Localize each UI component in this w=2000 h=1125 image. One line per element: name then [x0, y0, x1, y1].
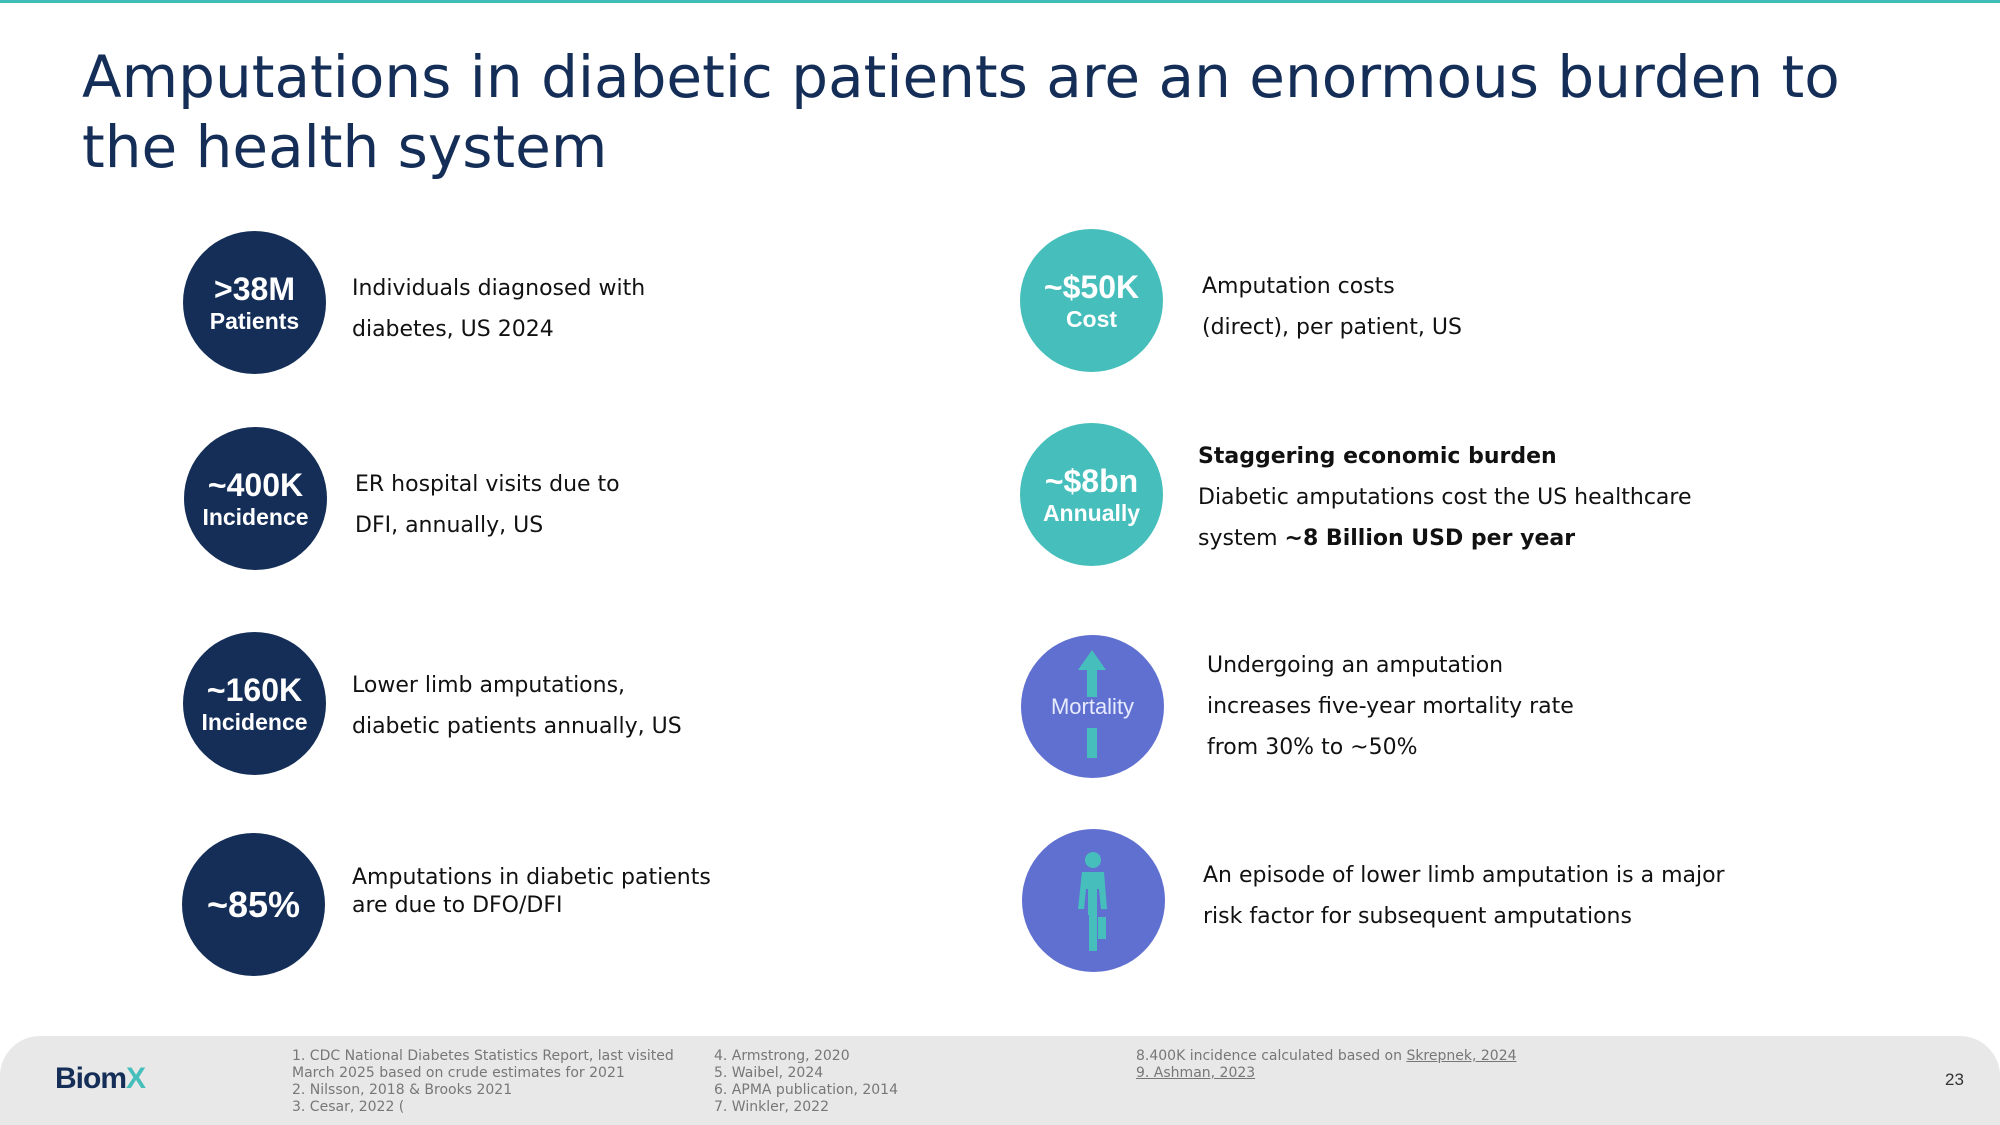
stat-label: Cost	[1065, 305, 1118, 332]
desc-line: Amputation costs	[1202, 274, 1395, 299]
amputee-person-icon	[1078, 852, 1107, 951]
stat-description-patients: Individuals diagnosed with diabetes, US …	[352, 268, 645, 350]
reference-line: 6. APMA publication, 2014	[714, 1082, 898, 1098]
stat-circle-annual-burden: ~$8bn Annually	[1020, 423, 1163, 566]
stat-circle-patients: >38M Patients	[183, 231, 326, 374]
reference-line: 3. Cesar, 2022 (	[292, 1099, 405, 1115]
stat-circle-er-visits: ~400K Incidence	[184, 427, 327, 570]
stat-value: >38M	[214, 270, 295, 307]
stat-value: ~$8bn	[1044, 462, 1139, 499]
stat-circle-repeat-amputation	[1022, 829, 1165, 972]
reference-text: 8.400K incidence calculated based on	[1136, 1048, 1407, 1064]
references-column-2: 4. Armstrong, 2020 5. Waibel, 2024 6. AP…	[714, 1048, 898, 1116]
logo-accent: X	[126, 1062, 146, 1095]
desc-line: diabetes, US 2024	[352, 317, 554, 342]
stat-description-mortality: Undergoing an amputation increases five-…	[1207, 645, 1574, 768]
desc-line: ER hospital visits due to	[355, 472, 620, 497]
desc-line: An episode of lower limb amputation is a…	[1203, 863, 1725, 888]
desc-line: Amputations in diabetic patients	[352, 865, 711, 890]
desc-line: Undergoing an amputation	[1207, 653, 1504, 678]
slide-title-line1: Amputations in diabetic patients are an …	[82, 43, 1840, 111]
burden-heading: Staggering economic burden	[1198, 444, 1557, 469]
reference-link-ashman[interactable]: 9. Ashman, 2023	[1136, 1065, 1256, 1081]
reference-line: 4. Armstrong, 2020	[714, 1048, 850, 1064]
desc-line: diabetic patients annually, US	[352, 714, 682, 739]
stat-description-dfo-share: Amputations in diabetic patients are due…	[352, 864, 711, 920]
desc-line: from 30% to ~50%	[1207, 735, 1418, 760]
desc-prefix: system	[1198, 526, 1285, 551]
desc-bold-amount: ~8 Billion USD per year	[1284, 526, 1576, 551]
desc-line: (direct), per patient, US	[1202, 315, 1462, 340]
stat-value: ~400K	[207, 466, 304, 503]
reference-line: 2. Nilsson, 2018 & Brooks 2021	[292, 1082, 513, 1098]
desc-line: Individuals diagnosed with	[352, 276, 646, 301]
stat-circle-dfo-share: ~85%	[182, 833, 325, 976]
stat-circle-amputations: ~160K Incidence	[183, 632, 326, 775]
slide-title-line2: the health system	[82, 113, 608, 181]
reference-line: 8.400K incidence calculated based on Skr…	[1136, 1048, 1517, 1065]
desc-line: Lower limb amputations,	[352, 673, 626, 698]
stat-description-cost: Amputation costs (direct), per patient, …	[1202, 266, 1462, 348]
desc-line: increases five-year mortality rate	[1207, 694, 1574, 719]
stat-description-repeat-amputation: An episode of lower limb amputation is a…	[1203, 855, 1725, 937]
footer-bar	[0, 1036, 2000, 1125]
stat-description-er-visits: ER hospital visits due to DFI, annually,…	[355, 464, 620, 546]
page-number: 23	[1945, 1070, 1964, 1089]
reference-line: 5. Waibel, 2024	[714, 1065, 824, 1081]
references-column-3: 8.400K incidence calculated based on Skr…	[1136, 1048, 1517, 1082]
stat-circle-mortality: Mortality	[1021, 635, 1164, 778]
references-column-1: 1. CDC National Diabetes Statistics Repo…	[292, 1048, 674, 1116]
mortality-label: Mortality	[1050, 693, 1135, 719]
reference-line: 1. CDC National Diabetes Statistics Repo…	[292, 1048, 674, 1064]
reference-link-skrepnek[interactable]: Skrepnek, 2024	[1406, 1048, 1517, 1064]
stat-label: Incidence	[202, 503, 309, 530]
stat-value: ~85%	[206, 883, 301, 925]
mortality-arrow-icon	[1078, 650, 1106, 758]
stat-label: Patients	[209, 307, 300, 334]
desc-line-with-bold: system ~8 Billion USD per year	[1198, 518, 1692, 559]
logo-main: Biom	[55, 1062, 127, 1095]
reference-line: March 2025 based on crude estimates for …	[292, 1065, 625, 1081]
desc-line: risk factor for subsequent amputations	[1203, 904, 1632, 929]
desc-line: are due to DFO/DFI	[352, 893, 563, 918]
reference-line: 7. Winkler, 2022	[714, 1099, 830, 1115]
stat-label: Annually	[1042, 499, 1141, 526]
stat-circle-cost: ~$50K Cost	[1020, 229, 1163, 372]
stat-description-amputations: Lower limb amputations, diabetic patient…	[352, 665, 682, 747]
desc-line: Diabetic amputations cost the US healthc…	[1198, 485, 1692, 510]
stat-value: ~160K	[206, 671, 303, 708]
biomx-logo: BiomX	[55, 1062, 146, 1096]
stat-description-annual-burden: Staggering economic burden Diabetic ampu…	[1198, 436, 1692, 559]
stat-label: Incidence	[201, 708, 308, 735]
top-accent-bar	[0, 0, 2000, 3]
slide-title: Amputations in diabetic patients are an …	[82, 42, 1882, 182]
stat-value: ~$50K	[1043, 268, 1140, 305]
desc-line: DFI, annually, US	[355, 513, 544, 538]
